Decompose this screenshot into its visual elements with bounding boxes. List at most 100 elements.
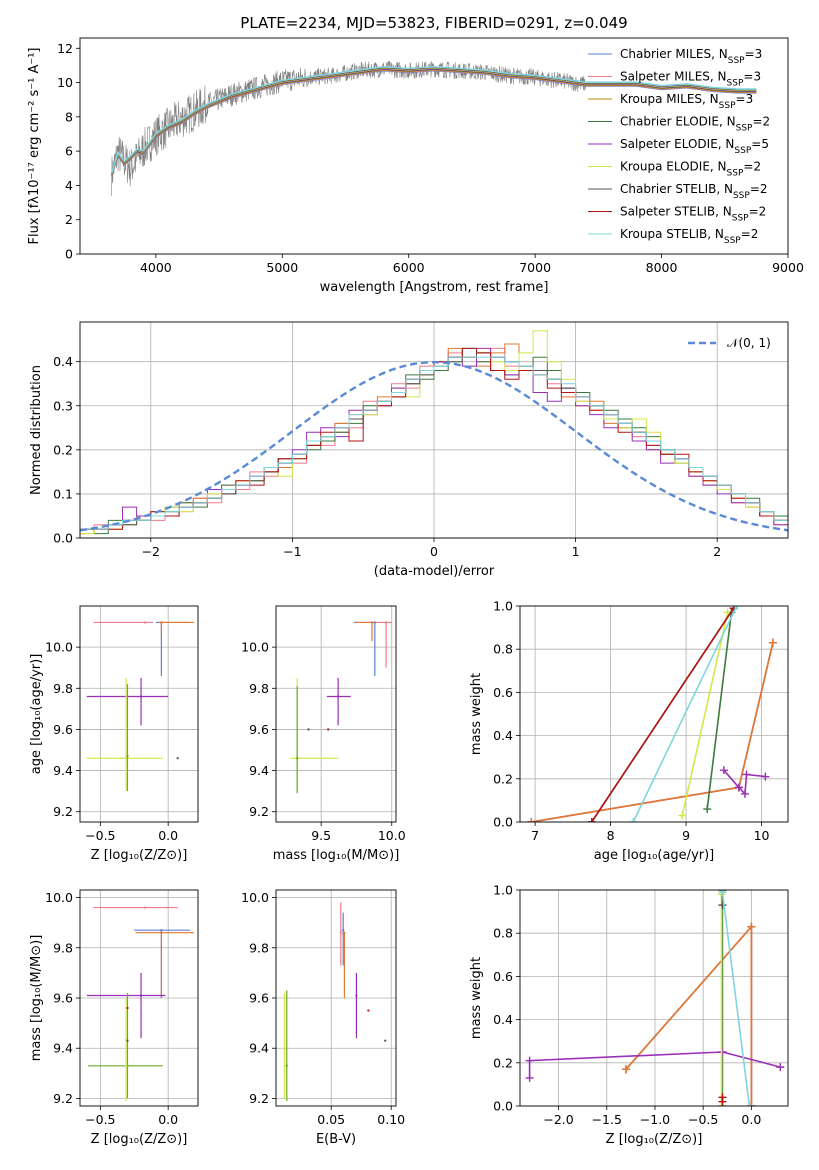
spectrum-ytick-label: 10 — [57, 75, 73, 90]
residuals-ytick-label: 0.3 — [53, 398, 73, 413]
legend-label: Salpeter MILES, NSSP=3 — [620, 70, 761, 89]
spectrum-xtick-label: 8000 — [646, 260, 678, 275]
histogram-steps — [80, 356, 788, 538]
model-spectrum-line — [110, 65, 757, 174]
age-vs-mass-xtick-label: 9.5 — [311, 828, 331, 843]
residuals-xlabel: (data-model)/error — [374, 564, 495, 579]
weight-marker — [719, 766, 728, 775]
weight-line — [528, 1051, 781, 1078]
data-point-marker — [343, 931, 346, 934]
data-point-marker — [296, 757, 299, 760]
age-vs-Z-xtick-label: 0.0 — [158, 828, 178, 843]
mass-vs-EBV-ytick-label: 10.0 — [241, 890, 269, 905]
weight-vs-Z-xtick-label: −0.5 — [688, 1112, 718, 1127]
mass-vs-EBV-frame — [275, 889, 397, 1107]
data-point-marker — [283, 1064, 286, 1067]
weight-vs-age-ytick-label: 0.2 — [493, 771, 513, 786]
weight-marker — [742, 770, 751, 779]
weight-marker — [732, 606, 741, 610]
data-point-marker — [285, 1064, 288, 1067]
spectrum-ytick-label: 4 — [65, 178, 73, 193]
weight-line — [632, 606, 738, 822]
mass-vs-EBV-ytick-label: 9.6 — [249, 991, 269, 1006]
weight-marker — [587, 818, 596, 822]
weight-vs-Z-ytick-label: 0.6 — [493, 969, 513, 984]
data-point-marker — [355, 994, 358, 997]
age-vs-mass-ytick-label: 10.0 — [241, 640, 269, 655]
weight-marker — [734, 783, 743, 792]
residuals-xtick-label: −2 — [142, 544, 160, 559]
spectrum-xtick-label: 7000 — [519, 260, 551, 275]
age-vs-Z-plot-area — [86, 621, 194, 792]
residuals-xtick-label: 0 — [430, 544, 438, 559]
data-point-marker — [160, 929, 163, 932]
panels: 4000 5000 6000 7000 8000 9000024681012wavelen… — [27, 37, 804, 1147]
spectrum-ytick-label: 6 — [65, 144, 73, 159]
weight-marker — [717, 1102, 726, 1106]
data-point-marker — [125, 1064, 128, 1067]
legend-label: Salpeter ELODIE, NSSP=5 — [620, 137, 769, 156]
weight-vs-Z-xlabel: Z [log₁₀(Z/Z⊙)] — [606, 1132, 703, 1147]
residuals-xtick-label: 1 — [572, 544, 580, 559]
spectrum-xtick-label: 5000 — [266, 260, 298, 275]
weight-marker — [525, 1056, 534, 1065]
weight-vs-age-ytick-label: 0.4 — [493, 728, 513, 743]
weight-marker — [678, 811, 687, 820]
data-point-marker — [385, 621, 388, 624]
weight-line — [721, 892, 751, 1106]
mass-vs-Z-frame — [79, 889, 199, 1107]
panel-spectrum: 4000 5000 6000 7000 8000 9000 0 2 4 6 8 10 12 wavelen… — [27, 37, 804, 295]
spectrum-xtick-label: 9000 — [772, 260, 804, 275]
age-vs-mass-ytick-label: 9.8 — [249, 681, 269, 696]
weight-marker — [747, 1102, 756, 1106]
age-vs-mass-plot-area — [290, 621, 392, 794]
mass-vs-EBV-xtick-label: 0.05 — [317, 1112, 345, 1127]
weight-vs-Z-ylabel: mass weight — [469, 957, 484, 1039]
weight-vs-age-ylabel: mass weight — [469, 673, 484, 755]
weight-vs-Z-ytick-label: 0.0 — [493, 1099, 513, 1114]
data-point-marker — [337, 695, 340, 698]
data-point-marker — [126, 1007, 129, 1010]
data-point-marker — [140, 695, 143, 698]
panel-weight-vs-Z: −2.0 −1.5 −1.0 −0.5 0.0 0.0 0.2 0.4 0.6 0.8 1.0 Z [… — [469, 883, 789, 1147]
residuals-frame — [79, 321, 789, 539]
spectrum-ytick-label: 8 — [65, 109, 73, 124]
weight-marker — [768, 638, 777, 647]
weight-vs-age-ytick-label: 0.6 — [493, 685, 513, 700]
weight-line — [591, 607, 735, 822]
weight-marker — [718, 1048, 727, 1056]
age-vs-Z-ytick-label: 10.0 — [45, 640, 73, 655]
spectrum-ylabel: Flux [fλ10⁻¹⁷ erg cm⁻² s⁻¹ A⁻¹] — [27, 48, 42, 245]
age-vs-mass-xtick-label: 10.0 — [378, 828, 406, 843]
data-point-marker — [125, 757, 128, 760]
weight-line — [706, 612, 733, 810]
weight-vs-Z-xtick-label: −2.0 — [543, 1112, 573, 1127]
weight-vs-age-xlabel: age [log₁₀(age/yr)] — [594, 848, 715, 863]
weight-vs-age-ytick-label: 0.8 — [493, 642, 513, 657]
age-vs-Z-ytick-label: 9.8 — [53, 681, 73, 696]
age-vs-Z-ytick-label: 9.2 — [53, 804, 73, 819]
data-point-marker — [327, 728, 330, 731]
weight-marker — [525, 1073, 534, 1082]
weight-marker — [776, 1063, 785, 1072]
data-point-marker — [367, 1009, 370, 1012]
panel-mass-vs-EBV: 0.05 0.10 9.2 9.4 9.6 9.8 10.0 E(B-V) — [241, 889, 405, 1147]
mass-vs-Z-ytick-label: 9.8 — [53, 940, 73, 955]
weight-vs-Z-plot-area — [525, 890, 785, 1106]
spectrum-ytick-label: 12 — [57, 41, 73, 56]
weight-vs-age-ytick-label: 0.0 — [493, 815, 513, 830]
weight-vs-age-ytick-label: 1.0 — [493, 599, 513, 614]
residuals-ytick-label: 0.0 — [53, 531, 73, 546]
panel-age-vs-mass: 9.5 10.0 9.2 9.4 9.6 9.8 10.0 mass [log₁₀(M/M⊙)… — [241, 605, 406, 863]
weight-marker — [703, 805, 712, 814]
panel-age-vs-Z: −0.5 0.0 9.2 9.4 9.6 9.8 10.0 Z [log₁₀(Z/Z⊙)] ag… — [29, 605, 199, 863]
age-vs-mass-frame — [275, 605, 397, 823]
legend-label: Chabrier STELIB, NSSP=2 — [620, 182, 768, 201]
weight-marker — [718, 901, 727, 910]
panel-residuals: −2 −1 0 1 2 0.0 0.1 0.2 0.3 0.4 (data-model)/error… — [29, 321, 789, 579]
spectrum-ytick-label: 2 — [65, 212, 73, 227]
weight-vs-Z-xtick-label: 0.0 — [741, 1112, 761, 1127]
mass-vs-Z-xtick-label: 0.0 — [158, 1112, 178, 1127]
data-point-marker — [307, 728, 310, 731]
